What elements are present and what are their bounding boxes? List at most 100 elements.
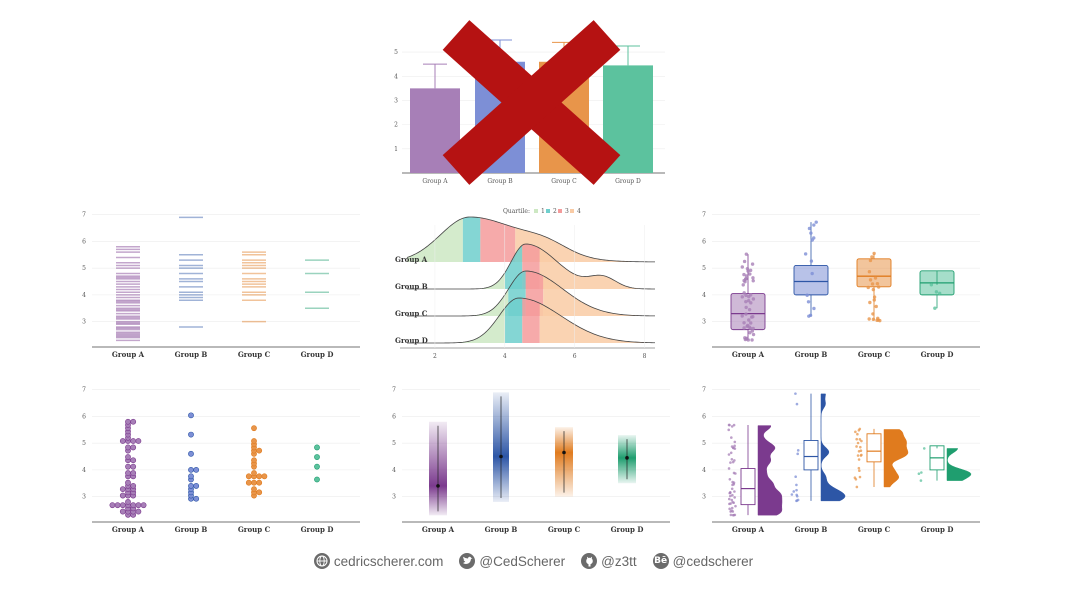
swarm-point	[125, 418, 131, 425]
half-violin	[946, 448, 972, 481]
swarm-point	[130, 457, 137, 464]
rain-point	[727, 428, 731, 432]
jitter-point	[807, 226, 812, 231]
cross-out-mark	[442, 20, 621, 185]
jitter-point	[870, 282, 875, 286]
x-tick-label: Group C	[238, 350, 271, 359]
jitter-point	[751, 326, 755, 331]
rain-point	[730, 425, 734, 428]
rain-point	[858, 475, 862, 479]
website-link[interactable]: cedricscherer.com	[313, 553, 444, 569]
swarm-point	[193, 495, 200, 502]
swarm-point	[314, 476, 320, 483]
half-violin	[757, 425, 783, 516]
jitter-point	[750, 329, 755, 333]
y-tick-label: 6	[82, 238, 86, 245]
twitter-link[interactable]: @CedScherer	[459, 553, 565, 569]
jitter-point	[875, 281, 880, 286]
behance-handle: @cedscherer	[672, 553, 754, 569]
rain-point	[727, 497, 731, 501]
jitter-point	[806, 300, 811, 304]
quartile-area	[515, 227, 655, 262]
quartile-area	[539, 248, 655, 289]
rain-point	[857, 429, 861, 432]
y-tick-label: 5	[82, 265, 86, 272]
rain-point	[856, 454, 860, 457]
y-tick-label: 4	[82, 467, 86, 474]
legend-label: 4	[577, 208, 581, 215]
jitter-point	[876, 318, 880, 322]
swarm-point	[130, 502, 137, 509]
jitter-point	[876, 285, 881, 289]
quartile-area	[504, 298, 523, 343]
jitter-point	[871, 287, 876, 292]
swarm-point	[130, 470, 137, 476]
rain-point	[731, 483, 734, 487]
swarm-point	[119, 486, 126, 493]
rain-point	[795, 483, 798, 487]
swarm-point	[125, 499, 131, 505]
rain-point	[728, 478, 732, 481]
x-tick-label: 8	[643, 353, 647, 360]
swarm-point	[130, 483, 137, 489]
rain-point	[790, 493, 794, 496]
swarm-point	[251, 486, 257, 493]
box	[856, 258, 892, 288]
swarm-point	[256, 447, 263, 454]
x-tick-label: Group B	[485, 525, 518, 534]
swarm-point	[125, 463, 131, 470]
rain-point	[727, 453, 731, 456]
y-tick-label: 3	[702, 319, 706, 326]
quartile-area	[406, 272, 505, 289]
rain-point	[792, 490, 796, 493]
box-jitter-panel: 3 4 5 6 7 Group A Group B Group C Group D	[702, 212, 980, 359]
legend-label: 3	[565, 208, 569, 215]
swarm-point	[251, 425, 257, 432]
jitter-point	[742, 259, 747, 264]
rain-point	[860, 453, 863, 457]
rain-point	[731, 493, 734, 497]
rain-point	[919, 479, 923, 482]
jitter-point	[803, 252, 808, 256]
jitter-point	[742, 272, 746, 277]
y-tick-label: 7	[702, 212, 706, 219]
rain-point	[858, 469, 861, 473]
github-link[interactable]: @z3tt	[581, 553, 637, 569]
swarm-point	[130, 444, 137, 451]
rain-point	[860, 439, 863, 443]
rain-point	[856, 441, 860, 445]
rain-point	[730, 445, 734, 448]
rain-point	[729, 494, 732, 498]
jitter-point	[745, 267, 750, 271]
y-tick-label: 6	[702, 238, 706, 245]
jitter-point	[744, 274, 749, 278]
swarm-point	[245, 479, 252, 486]
swarm-point	[125, 479, 131, 486]
quartile-area	[406, 289, 509, 316]
swarm-point	[188, 466, 194, 473]
swarm-point	[188, 473, 194, 480]
gradient-interval-panel: 3 4 5 6 7 Group A Group B Group C Group D	[392, 387, 670, 534]
y-tick-label: 7	[392, 387, 396, 394]
x-tick-label: Group B	[487, 178, 513, 185]
quartile-area	[539, 303, 655, 343]
quartile-area	[522, 298, 540, 343]
half-violin	[820, 393, 846, 502]
jitter-point	[933, 306, 937, 310]
jitter-point	[934, 290, 939, 294]
rain-point	[732, 423, 736, 427]
rain-point	[733, 444, 736, 448]
swarm-point	[119, 502, 126, 509]
barcode-panel: 3 4 5 6 7 Group A Group B Group C Group D	[82, 212, 360, 359]
jitter-point	[810, 271, 814, 276]
x-tick-label: Group C	[238, 525, 271, 534]
y-tick-label: 7	[82, 387, 86, 394]
jitter-point	[808, 313, 813, 318]
box	[866, 433, 882, 463]
y-tick-label: 3	[702, 494, 706, 501]
website-text: cedricscherer.com	[333, 553, 444, 569]
rain-point	[857, 450, 861, 453]
behance-link[interactable]: Bē @cedscherer	[652, 553, 754, 569]
swarm-point	[135, 438, 142, 444]
swarm-point	[125, 454, 131, 460]
